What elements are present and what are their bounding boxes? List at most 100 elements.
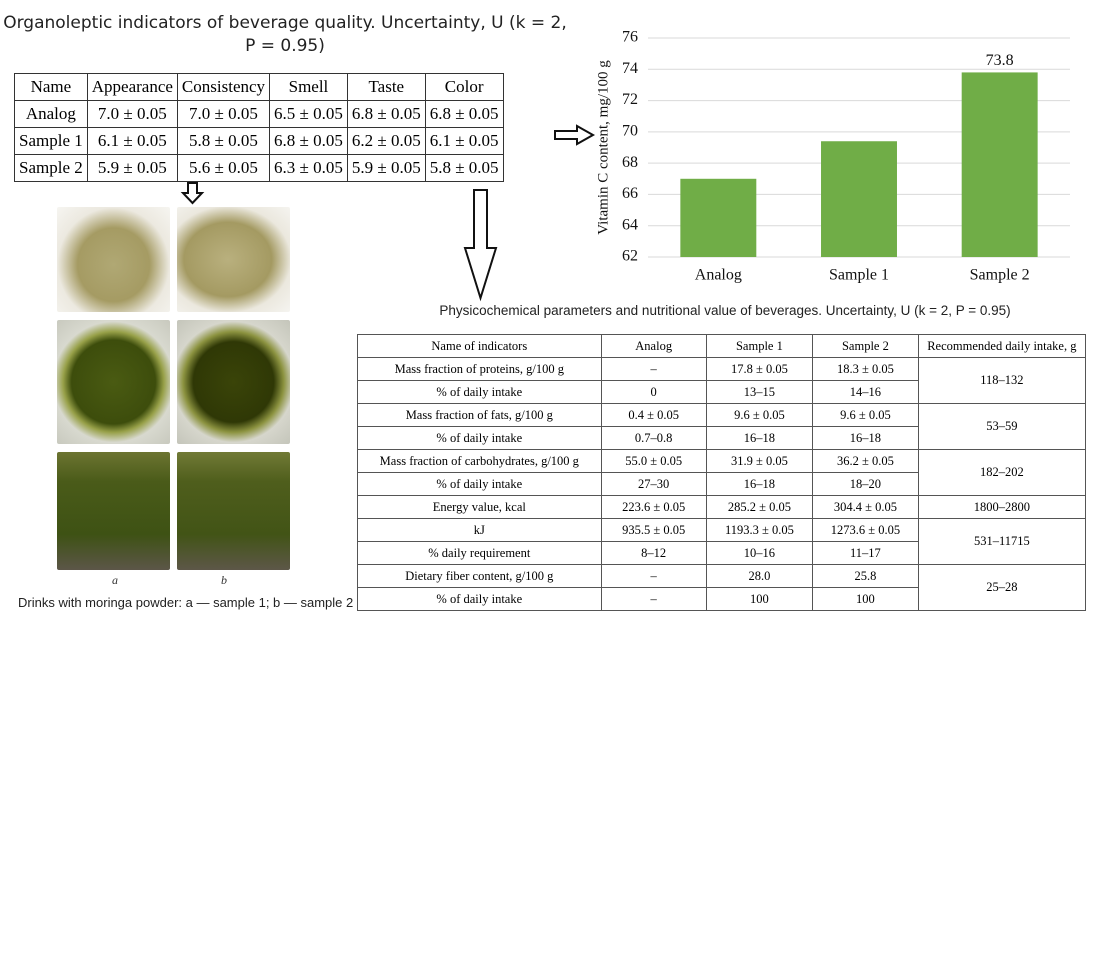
- cell: 1193.3 ± 0.05: [705, 518, 814, 542]
- photo: [177, 207, 290, 312]
- row: Energy value, kcal 223.6 ± 0.05 285.2 ± 0.…: [357, 495, 1087, 519]
- cell: 6.8 ± 0.05: [269, 127, 348, 155]
- header-cell: Taste: [346, 73, 426, 101]
- cell: 6.5 ± 0.05: [269, 100, 348, 128]
- cell: 531–11715: [917, 518, 1087, 565]
- cell: 1273.6 ± 0.05: [812, 518, 919, 542]
- cell: 16–18: [812, 426, 919, 450]
- y-tick-label: 64: [622, 216, 638, 233]
- chart: 62 64 66 68 70 72 74 76 Vitamin C content, mg/10…: [595, 29, 1070, 284]
- cell: Dietary fiber content, g/100 g: [357, 564, 602, 588]
- cell: 10–16: [705, 541, 814, 565]
- table-title: Physicochemical parameters and nutrition…: [439, 303, 1011, 318]
- cell: 16–18: [705, 472, 814, 496]
- cell: 36.2 ± 0.05: [812, 449, 919, 473]
- cell: 16–18: [705, 426, 814, 450]
- cell: 6.1 ± 0.05: [424, 127, 504, 155]
- cell: 7.0 ± 0.05: [86, 100, 178, 128]
- y-tick-label: 74: [622, 60, 638, 77]
- cell: % of daily intake: [357, 472, 602, 496]
- caption: Drinks with moringa powder: a — sample 1…: [18, 595, 354, 610]
- cell: 100: [812, 587, 919, 611]
- bar: [961, 72, 1038, 257]
- x-tick-label: Sample 1: [829, 267, 889, 284]
- cell: 6.1 ± 0.05: [86, 127, 178, 155]
- photo-label: a: [112, 573, 118, 587]
- cell: –: [600, 587, 707, 611]
- cell: 5.6 ± 0.05: [176, 154, 271, 182]
- bar: [680, 178, 757, 257]
- nutrition-table: Name of indicators Analog Sample 1 Sample 2…: [357, 334, 1087, 611]
- header-cell: Color: [424, 73, 504, 101]
- cell: 5.8 ± 0.05: [424, 154, 504, 182]
- photo: [57, 207, 170, 312]
- y-tick-label: 76: [622, 29, 638, 46]
- photo-label: b: [221, 573, 227, 587]
- photo: [57, 320, 170, 444]
- header-cell: Sample 1: [705, 334, 814, 358]
- header-cell: Recommended daily intake, g: [917, 334, 1087, 358]
- table-title: Organoleptic indicators of beverage qual…: [3, 13, 567, 56]
- cell: 1800–2800: [917, 495, 1087, 519]
- cell: Mass fraction of fats, g/100 g: [357, 403, 602, 427]
- row: % daily requirement 8–12 10–16 11–17: [357, 541, 1086, 565]
- arrow: [180, 182, 205, 205]
- cell: 53–59: [917, 403, 1087, 450]
- cell: Mass fraction of proteins, g/100 g: [357, 357, 602, 381]
- y-tick-label: 66: [622, 185, 638, 202]
- row: Sample 1 6.1 ± 0.05 5.8 ± 0.05 6.8 ± 0.05 6.…: [14, 127, 504, 155]
- x-tick-label: Analog: [695, 267, 742, 284]
- cell: Energy value, kcal: [357, 495, 602, 519]
- cell: 31.9 ± 0.05: [705, 449, 814, 473]
- cell: % of daily intake: [357, 380, 602, 404]
- y-tick-label: 62: [622, 248, 638, 265]
- cell: 13–15: [705, 380, 814, 404]
- data-label: 73.8: [986, 52, 1014, 69]
- header-cell: Consistency: [176, 73, 271, 101]
- cell: 55.0 ± 0.05: [600, 449, 707, 473]
- header-cell: Name of indicators: [357, 334, 602, 358]
- cell: 6.2 ± 0.05: [346, 127, 426, 155]
- y-tick-label: 68: [622, 154, 638, 171]
- cell: 0.4 ± 0.05: [600, 403, 707, 427]
- row: Analog 7.0 ± 0.05 7.0 ± 0.05 6.5 ± 0.05 6.8 …: [14, 100, 504, 128]
- arrow: [463, 189, 498, 302]
- cell: 8–12: [600, 541, 707, 565]
- cell: 27–30: [600, 472, 707, 496]
- cell: % daily requirement: [357, 541, 602, 565]
- photo: [57, 452, 170, 570]
- y-axis-label: Vitamin C content, mg/100 g: [595, 60, 611, 235]
- cell: % of daily intake: [357, 587, 602, 611]
- cell: Sample 1: [14, 127, 88, 155]
- photo: [177, 320, 290, 444]
- cell: 25.8: [812, 564, 919, 588]
- header-row: Name of indicators Analog Sample 1 Sample 2…: [357, 334, 1087, 358]
- cell: Mass fraction of carbohydrates, g/100 g: [357, 449, 602, 473]
- row: kJ 935.5 ± 0.05 1193.3 ± 0.05 1273.6 ± 0.05…: [357, 518, 1087, 565]
- header-cell: Sample 2: [812, 334, 919, 358]
- cell: 285.2 ± 0.05: [705, 495, 814, 519]
- cell: % of daily intake: [357, 426, 602, 450]
- row: Dietary fiber content, g/100 g –28.0 25.8 2…: [357, 564, 1087, 611]
- y-tick-label: 72: [622, 91, 638, 108]
- y-tick-label: 70: [622, 123, 638, 140]
- cell: 118–132: [917, 357, 1087, 404]
- cell: Analog: [14, 100, 88, 128]
- cell: 935.5 ± 0.05: [600, 518, 707, 542]
- cell: 25–28: [917, 564, 1087, 611]
- cell: –: [600, 357, 707, 381]
- x-tick-label: Sample 2: [970, 267, 1030, 284]
- row: Mass fraction of proteins, g/100 g –17.8 …: [357, 357, 1087, 404]
- header-cell: Analog: [600, 334, 707, 358]
- organoleptic-table: Name Appearance Consistency Smell Taste Color…: [14, 73, 504, 182]
- cell: 100: [705, 587, 814, 611]
- cell: 17.8 ± 0.05: [705, 357, 814, 381]
- row: % of daily intake 0.7–0.8 16–18 16–18: [357, 426, 1086, 450]
- cell: 9.6 ± 0.05: [812, 403, 919, 427]
- row: Sample 2 5.9 ± 0.05 5.6 ± 0.05 6.3 ± 0.05 5.…: [14, 154, 504, 182]
- cell: 0: [600, 380, 707, 404]
- header-row: Name Appearance Consistency Smell Taste Color: [14, 73, 504, 101]
